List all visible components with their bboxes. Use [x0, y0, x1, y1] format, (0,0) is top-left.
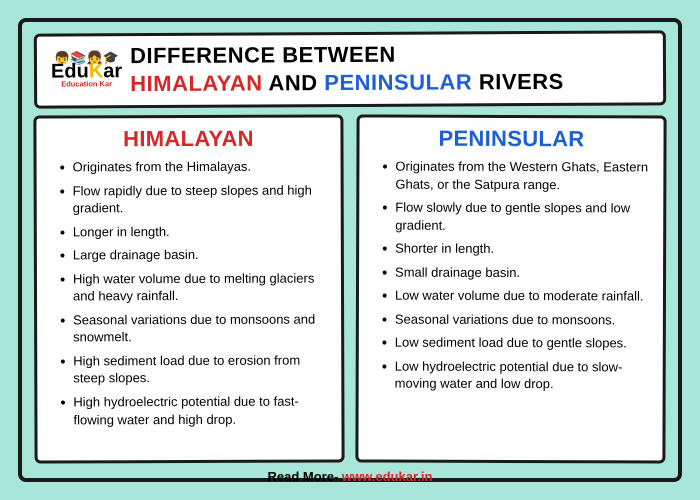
list-peninsular: Originates from the Western Ghats, Easte…: [373, 158, 650, 394]
title-peninsular: PENINSULAR: [324, 69, 472, 95]
list-item: Low hydroelectric potential due to slow-…: [385, 357, 649, 393]
footer-url: www.edukar.in: [342, 469, 433, 484]
list-item: Seasonal variations due to monsoons and …: [63, 310, 327, 346]
list-item: Flow slowly due to gentle slopes and low…: [385, 199, 649, 235]
list-item: Longer in length.: [63, 222, 327, 240]
page-title: DIFFERENCE BETWEEN HIMALAYAN AND PENINSU…: [130, 40, 564, 97]
list-item: Flow rapidly due to steep slopes and hig…: [63, 181, 327, 217]
list-item: Originates from the Himalayas.: [63, 158, 327, 176]
logo: 👦📚👧🎓 EduKar Education Kar: [51, 51, 122, 88]
footer-label: Read More-: [268, 469, 342, 484]
list-item: Seasonal variations due to monsoons.: [385, 310, 649, 328]
list-item: High hydroelectric potential due to fast…: [63, 393, 327, 429]
card-peninsular-title: PENINSULAR: [373, 126, 649, 153]
columns: HIMALAYAN Originates from the Himalayas.…: [34, 115, 666, 463]
title-line1: DIFFERENCE BETWEEN: [130, 42, 396, 68]
footer: Read More- www.edukar.in: [34, 469, 666, 484]
list-item: Originates from the Western Ghats, Easte…: [385, 158, 649, 194]
main-frame: 👦📚👧🎓 EduKar Education Kar DIFFERENCE BET…: [18, 18, 682, 482]
title-and: AND: [263, 70, 325, 95]
list-item: High sediment load due to erosion from s…: [63, 351, 327, 387]
card-himalayan: HIMALAYAN Originates from the Himalayas.…: [33, 114, 344, 463]
list-item: Large drainage basin.: [63, 246, 327, 264]
list-item: Low water volume due to moderate rainfal…: [385, 287, 649, 305]
card-peninsular: PENINSULAR Originates from the Western G…: [355, 114, 666, 463]
list-item: Small drainage basin.: [385, 263, 649, 281]
card-himalayan-title: HIMALAYAN: [50, 126, 326, 153]
logo-tagline: Education Kar: [61, 80, 112, 88]
list-item: Low sediment load due to gentle slopes.: [385, 334, 649, 352]
header-box: 👦📚👧🎓 EduKar Education Kar DIFFERENCE BET…: [34, 30, 666, 108]
title-rivers: RIVERS: [472, 68, 564, 93]
list-item: High water volume due to melting glacier…: [63, 269, 327, 305]
list-himalayan: Originates from the Himalayas. Flow rapi…: [51, 158, 328, 429]
title-himalayan: HIMALAYAN: [130, 70, 263, 96]
list-item: Shorter in length.: [385, 240, 649, 258]
